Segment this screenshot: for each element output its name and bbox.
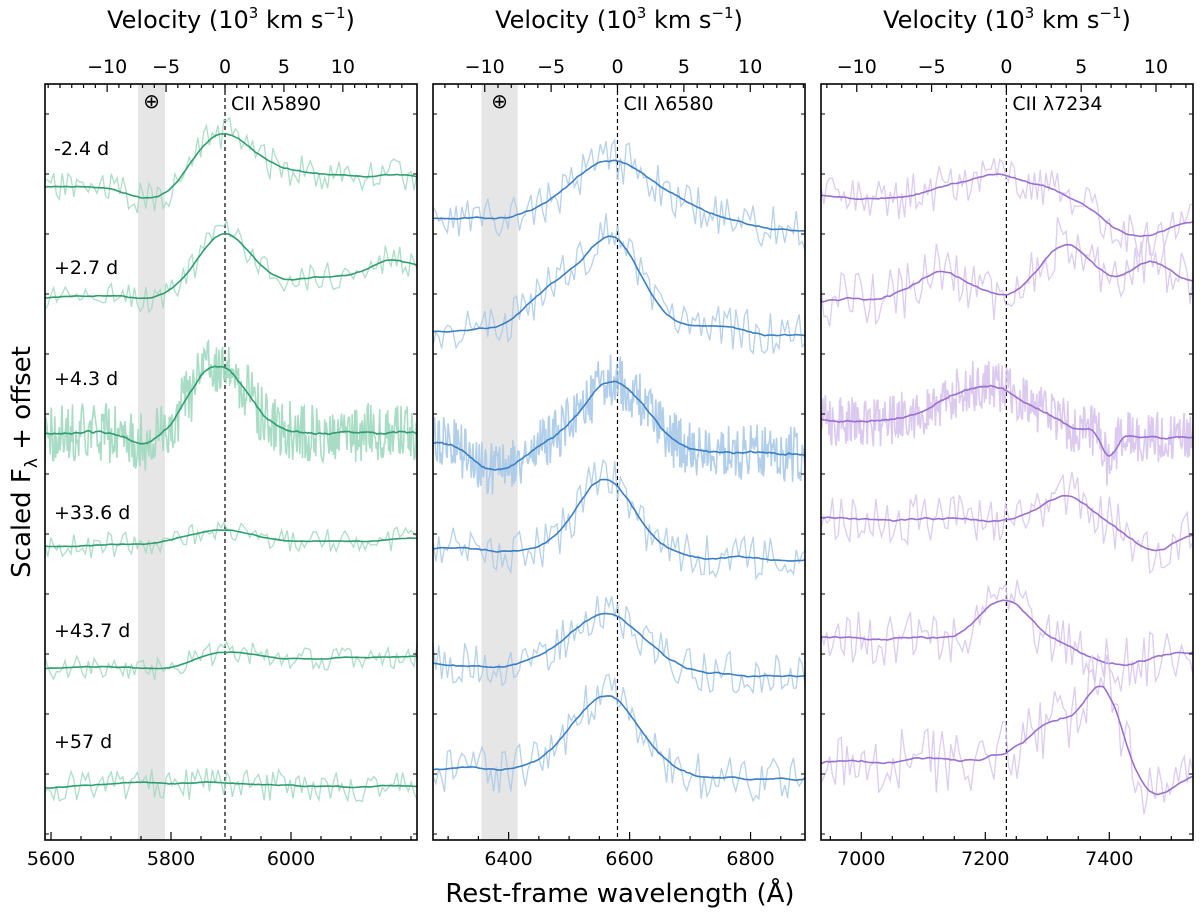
top-axis-label: Velocity (103 km s−1) — [883, 4, 1131, 34]
spectrum-smoothed-1 — [433, 159, 805, 232]
velocity-tick-label: 0 — [611, 56, 623, 78]
velocity-tick-label: 10 — [1144, 56, 1168, 78]
line-label: CII λ6580 — [623, 93, 713, 115]
panel-3: CII λ7234 7000 7200 7400 −10 −5 0 5 10 Velocity (… — [820, 4, 1194, 870]
x-tick-label: 7400 — [1085, 848, 1133, 870]
telluric-band — [138, 84, 165, 840]
panel-frame — [44, 83, 418, 841]
spectrum-smoothed-1 — [821, 173, 1193, 238]
spectrum-raw-1 — [433, 138, 805, 251]
velocity-tick-label: 5 — [278, 56, 290, 78]
panel-2: ⊕ CII λ6580 6400 6600 6800 −10 −5 0 5 10 Velocity … — [432, 4, 806, 870]
panel-1: ⊕ CII λ5890 -2.4 d +2.7 d +4.3 d +33.6 d +43.7… — [27, 4, 418, 870]
earth-symbol: ⊕ — [143, 89, 160, 113]
spectrum-raw-3 — [45, 338, 417, 471]
epoch-label: -2.4 d — [54, 138, 109, 160]
spectrum-raw-5 — [45, 640, 417, 681]
spectrum-raw-1 — [45, 116, 417, 214]
epoch-label: +33.6 d — [54, 502, 130, 524]
velocity-tick-label: 10 — [331, 56, 355, 78]
spectrum-smoothed-5 — [433, 612, 805, 678]
epoch-label: +43.7 d — [54, 620, 130, 642]
x-axis-label: Rest-frame wavelength (Å) — [445, 877, 794, 909]
x-tick-label: 7200 — [961, 848, 1009, 870]
velocity-tick-label: −10 — [465, 56, 505, 78]
spectrum-smoothed-2 — [433, 235, 805, 337]
spectrum-smoothed-6 — [433, 695, 805, 782]
line-label: CII λ7234 — [1012, 93, 1102, 115]
spectrum-smoothed-4 — [433, 478, 805, 562]
spectrum-raw-4 — [45, 520, 417, 559]
spectrum-smoothed-5 — [821, 599, 1193, 667]
y-axis-label-suffix: + offset — [7, 346, 37, 458]
velocity-tick-label: −10 — [837, 56, 877, 78]
velocity-tick-label: 0 — [1000, 56, 1012, 78]
x-tick-label: 5600 — [27, 848, 75, 870]
panel-frame — [820, 83, 1194, 841]
spectrum-raw-6 — [433, 673, 805, 803]
epoch-label: +2.7 d — [54, 257, 118, 279]
spectrum-raw-4 — [821, 471, 1193, 575]
spectrum-smoothed-2 — [821, 243, 1193, 303]
spectrum-raw-2 — [821, 216, 1193, 327]
spectrum-smoothed-3 — [821, 384, 1193, 457]
spectrum-smoothed-4 — [821, 494, 1193, 552]
velocity-tick-label: −5 — [918, 56, 946, 78]
spectrum-smoothed-1 — [45, 133, 417, 199]
spectrum-smoothed-3 — [433, 380, 805, 471]
spectra-group — [433, 138, 805, 803]
earth-symbol: ⊕ — [491, 89, 508, 113]
epoch-label: +57 d — [54, 731, 112, 753]
velocity-tick-label: −5 — [537, 56, 565, 78]
velocity-tick-label: −5 — [152, 56, 180, 78]
spectrum-raw-5 — [433, 595, 805, 695]
spectrum-smoothed-3 — [45, 365, 417, 445]
spectrum-raw-6 — [821, 653, 1193, 815]
velocity-tick-label: −10 — [87, 56, 127, 78]
velocity-tick-label: 0 — [219, 56, 231, 78]
y-axis-label: Scaled Fλ + offset — [7, 346, 42, 578]
spectrum-smoothed-6 — [45, 780, 417, 789]
x-tick-label: 6400 — [484, 848, 532, 870]
spectrum-smoothed-2 — [45, 233, 417, 300]
x-tick-label: 7000 — [837, 848, 885, 870]
top-axis-label: Velocity (103 km s−1) — [495, 4, 743, 34]
epoch-label: +4.3 d — [54, 368, 118, 390]
spectrum-raw-3 — [821, 361, 1193, 486]
spectrum-smoothed-4 — [45, 529, 417, 548]
spectrum-raw-3 — [433, 354, 805, 495]
spectra-group — [821, 157, 1193, 815]
velocity-tick-label: 5 — [1075, 56, 1087, 78]
y-axis-label-subscript: λ — [22, 458, 42, 468]
x-tick-label: 5800 — [147, 848, 195, 870]
spectrum-smoothed-6 — [821, 685, 1193, 796]
x-tick-label: 6600 — [605, 848, 653, 870]
spectrum-raw-5 — [821, 579, 1193, 692]
spectrum-raw-1 — [821, 157, 1193, 258]
x-tick-label: 6800 — [726, 848, 774, 870]
velocity-tick-label: 5 — [678, 56, 690, 78]
x-tick-label: 6000 — [267, 848, 315, 870]
velocity-tick-label: 10 — [738, 56, 762, 78]
line-label: CII λ5890 — [231, 93, 321, 115]
spectrum-smoothed-5 — [45, 651, 417, 670]
top-axis-label: Velocity (103 km s−1) — [107, 4, 355, 34]
panel-frame — [432, 83, 806, 841]
spectra-group — [45, 116, 417, 803]
